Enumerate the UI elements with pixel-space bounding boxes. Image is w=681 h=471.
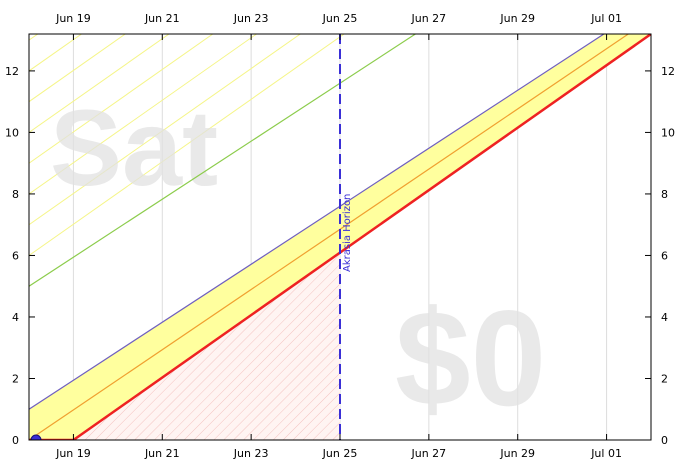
x-tick-label-bottom: Jun 25 bbox=[322, 447, 358, 460]
x-tick-label-top: Jul 01 bbox=[590, 12, 622, 25]
x-tick-label-top: Jun 25 bbox=[322, 12, 358, 25]
guide-line bbox=[29, 0, 651, 9]
x-tick-label-bottom: Jun 29 bbox=[499, 447, 535, 460]
x-tick-label-top: Jun 29 bbox=[499, 12, 535, 25]
x-tick-label-top: Jun 23 bbox=[233, 12, 269, 25]
watermark-day: Sat bbox=[50, 87, 218, 208]
guide-line bbox=[29, 34, 258, 195]
datapoint bbox=[30, 434, 42, 440]
x-tick-label-top: Jun 21 bbox=[144, 12, 180, 25]
y-tick-label-right: 10 bbox=[661, 126, 675, 139]
y-tick-label-left: 10 bbox=[5, 126, 19, 139]
y-tick-label-right: 2 bbox=[661, 372, 668, 385]
y-tick-label-right: 8 bbox=[661, 188, 668, 201]
axes: Jun 19 Jun 19 Jun 21 Jun 21 Jun 23 Jun 23 Jun … bbox=[5, 12, 675, 460]
y-tick-label-right: 6 bbox=[661, 249, 668, 262]
x-tick-label-bottom: Jun 21 bbox=[144, 447, 180, 460]
x-tick-label-top: Jun 19 bbox=[55, 12, 91, 25]
guide-line bbox=[29, 34, 170, 133]
y-tick-label-left: 6 bbox=[12, 249, 19, 262]
x-tick-label-bottom: Jun 27 bbox=[411, 447, 447, 460]
datapoints bbox=[30, 434, 42, 440]
series-bright-red-line bbox=[29, 34, 651, 440]
y-tick-label-right: 0 bbox=[661, 434, 668, 447]
x-tick-label-bottom: Jun 19 bbox=[55, 447, 91, 460]
guide-line bbox=[29, 34, 214, 164]
y-tick-label-left: 2 bbox=[12, 372, 19, 385]
y-tick-label-left: 8 bbox=[12, 188, 19, 201]
red-zone bbox=[73, 252, 340, 440]
y-tick-label-right: 4 bbox=[661, 311, 668, 324]
y-tick-label-right: 12 bbox=[661, 65, 675, 78]
y-tick-label-left: 0 bbox=[12, 434, 19, 447]
akrasia-horizon-label: Akrasia Horizon bbox=[342, 194, 353, 272]
x-tick-label-bottom: Jul 01 bbox=[590, 447, 622, 460]
x-tick-label-bottom: Jun 23 bbox=[233, 447, 269, 460]
watermark-amount: $0 bbox=[395, 282, 546, 434]
x-tick-label-top: Jun 27 bbox=[411, 12, 447, 25]
y-tick-label-left: 4 bbox=[12, 311, 19, 324]
y-tick-label-left: 12 bbox=[5, 65, 19, 78]
guide-line bbox=[29, 34, 302, 226]
